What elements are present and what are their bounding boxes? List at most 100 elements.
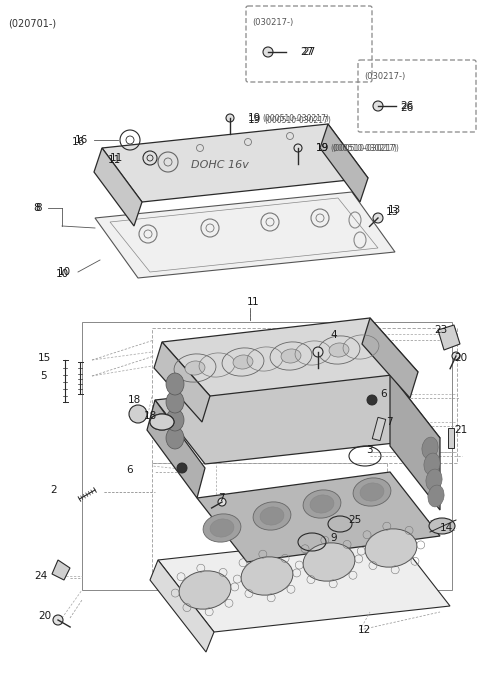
Text: 10: 10 (56, 269, 69, 279)
Text: (000510-030217): (000510-030217) (332, 143, 399, 152)
Text: 3: 3 (366, 445, 372, 455)
Text: 14: 14 (440, 523, 453, 533)
Ellipse shape (281, 349, 301, 363)
Ellipse shape (241, 557, 293, 595)
Ellipse shape (185, 361, 205, 375)
Text: 26: 26 (400, 101, 413, 111)
Text: 18: 18 (128, 395, 141, 405)
Ellipse shape (166, 409, 184, 431)
Text: 8: 8 (33, 203, 40, 213)
Ellipse shape (260, 507, 284, 525)
Ellipse shape (365, 529, 417, 567)
Ellipse shape (310, 495, 334, 513)
Polygon shape (155, 374, 440, 464)
Ellipse shape (150, 414, 174, 430)
Circle shape (452, 352, 460, 360)
Bar (372, 417, 386, 441)
Text: (000510-030217): (000510-030217) (330, 143, 397, 152)
Text: 6: 6 (126, 465, 132, 475)
Text: 12: 12 (358, 625, 371, 635)
Text: 11: 11 (108, 155, 121, 165)
Text: 23: 23 (434, 325, 447, 335)
Polygon shape (362, 318, 418, 398)
Text: 19: 19 (248, 113, 261, 123)
Text: 16: 16 (75, 135, 88, 145)
Text: DOHC 16v: DOHC 16v (191, 160, 249, 170)
Ellipse shape (179, 571, 231, 609)
Text: 2: 2 (50, 485, 57, 495)
Text: 18: 18 (144, 411, 157, 421)
Circle shape (218, 498, 226, 506)
Polygon shape (438, 325, 460, 350)
Ellipse shape (424, 453, 440, 475)
Text: 5: 5 (40, 371, 47, 381)
Ellipse shape (303, 543, 355, 581)
Ellipse shape (329, 343, 349, 357)
Text: 21: 21 (454, 425, 467, 435)
Text: 24: 24 (34, 571, 47, 581)
Ellipse shape (253, 502, 291, 530)
Text: 8: 8 (35, 203, 42, 213)
Text: 7: 7 (218, 493, 225, 503)
Polygon shape (147, 400, 205, 498)
Ellipse shape (428, 485, 444, 507)
Text: 4: 4 (330, 330, 336, 340)
Ellipse shape (303, 490, 341, 518)
Text: 27: 27 (302, 47, 315, 57)
Text: 25: 25 (348, 515, 361, 525)
Ellipse shape (166, 373, 184, 395)
Ellipse shape (210, 519, 234, 537)
Polygon shape (158, 534, 450, 632)
Ellipse shape (203, 514, 241, 542)
Text: 19: 19 (248, 115, 261, 125)
Polygon shape (197, 472, 440, 562)
Circle shape (367, 395, 377, 405)
Polygon shape (52, 560, 70, 580)
Text: (030217-): (030217-) (252, 18, 293, 27)
Text: 19: 19 (316, 143, 329, 153)
Text: (000510-030217): (000510-030217) (264, 116, 331, 125)
Bar (448, 428, 454, 448)
Ellipse shape (422, 437, 438, 459)
Text: 26: 26 (400, 103, 413, 113)
Text: (030217-): (030217-) (364, 72, 405, 81)
Circle shape (226, 114, 234, 122)
Circle shape (263, 47, 273, 57)
Text: 1: 1 (247, 297, 253, 307)
Text: 7: 7 (386, 417, 393, 427)
Ellipse shape (233, 355, 253, 369)
Circle shape (313, 347, 323, 357)
Ellipse shape (426, 469, 442, 491)
Circle shape (129, 405, 147, 423)
Text: 10: 10 (58, 267, 71, 277)
Circle shape (373, 101, 383, 111)
Ellipse shape (360, 483, 384, 501)
Text: 19: 19 (316, 143, 329, 153)
Text: 15: 15 (38, 353, 51, 363)
Text: 6: 6 (380, 389, 386, 399)
Text: 11: 11 (110, 153, 123, 163)
Circle shape (53, 615, 63, 625)
Text: (020701-): (020701-) (8, 18, 56, 28)
Ellipse shape (166, 391, 184, 413)
Ellipse shape (166, 427, 184, 449)
Polygon shape (95, 192, 395, 278)
Text: 13: 13 (386, 207, 399, 217)
Polygon shape (154, 342, 210, 422)
Text: (000510-030217): (000510-030217) (262, 113, 329, 122)
Text: 1: 1 (252, 297, 259, 307)
Text: 9: 9 (330, 533, 336, 543)
Text: 20: 20 (454, 353, 467, 363)
Polygon shape (150, 560, 214, 652)
Text: 20: 20 (38, 611, 51, 621)
Polygon shape (102, 124, 368, 202)
Polygon shape (390, 374, 440, 510)
Ellipse shape (429, 518, 455, 534)
Text: 27: 27 (300, 47, 313, 57)
Polygon shape (320, 124, 368, 202)
Ellipse shape (353, 478, 391, 506)
Text: 16: 16 (72, 137, 85, 147)
Circle shape (294, 144, 302, 152)
Circle shape (177, 463, 187, 473)
Circle shape (373, 213, 383, 223)
